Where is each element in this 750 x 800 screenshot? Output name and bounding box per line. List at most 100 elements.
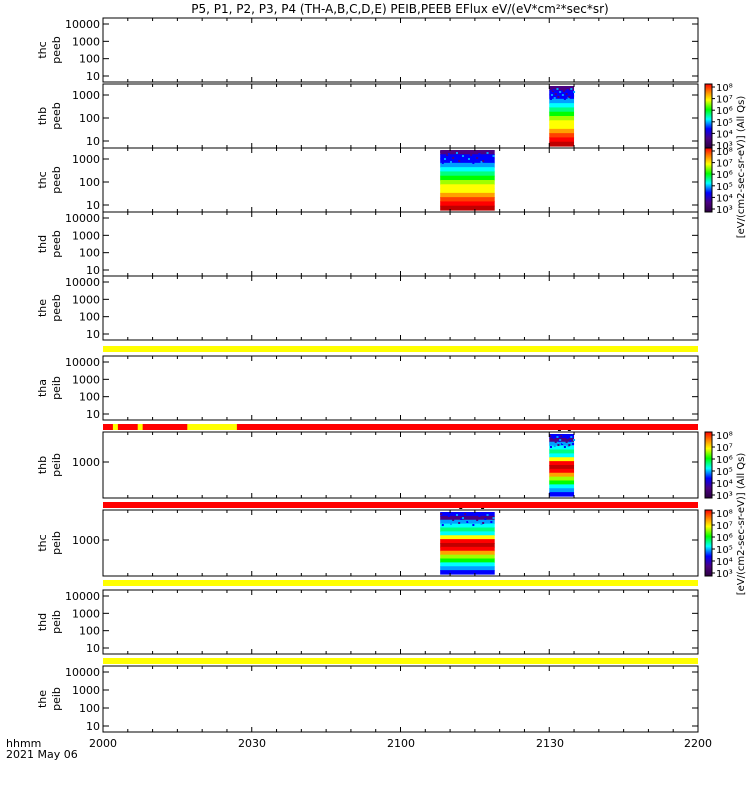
spectrogram-speckle (443, 520, 446, 522)
y-tick-label: 10 (86, 720, 100, 733)
spectrogram-speckle (565, 441, 568, 443)
colorbar-tick-label: 10⁸ (716, 509, 733, 520)
spectrogram-speckle (449, 523, 452, 525)
spectrogram-cell (440, 150, 495, 155)
spectrogram-panel: 10 100 1000 thb peeb (36, 83, 699, 149)
spectrogram-speckle (556, 88, 559, 90)
spectrogram-cell (440, 539, 495, 544)
spectrogram-speckle (490, 521, 493, 523)
y-axis-label-probe: thb (36, 456, 49, 474)
spectrogram-cell (440, 175, 495, 181)
spectrogram-speckle (560, 87, 563, 89)
spectrogram-cell (549, 94, 575, 100)
colorbar-tick-label: 10³ (716, 569, 733, 580)
spectrogram-cell (440, 515, 495, 521)
y-tick-label: 100 (79, 112, 100, 125)
y-tick-label: 1000 (72, 153, 100, 166)
colorbar-tick-label: 10⁶ (716, 533, 733, 544)
spectrogram-panel: 10 100 1000 10000 thd peib (36, 589, 699, 655)
spectrogram-speckle (549, 87, 552, 89)
y-tick-label: 100 (79, 311, 100, 324)
spectrogram-speckle (560, 435, 563, 437)
colorbar-tick-label: 10⁵ (716, 182, 733, 193)
spectrogram-cell (440, 566, 495, 571)
spectrogram-speckle (563, 98, 566, 100)
spectrogram-speckle (460, 518, 463, 520)
y-tick-label: 10 (86, 70, 100, 83)
colorbar-tick-label: 10⁷ (716, 521, 733, 532)
spectrogram-cell (549, 488, 575, 493)
spectrogram-cell (440, 197, 495, 203)
y-axis-label-product: peeb (50, 102, 63, 130)
y-axis-label-product: peeb (50, 294, 63, 322)
colorbar-tick-label: 10⁵ (716, 545, 733, 556)
spectrogram-cell (549, 120, 575, 126)
spectrogram-speckle (460, 156, 463, 158)
colorbar-tick-label: 10³ (716, 141, 733, 152)
spectrogram-cell (549, 480, 575, 485)
status-bar (103, 424, 698, 430)
x-tick-label: 2030 (238, 737, 266, 750)
spectrogram-panel: 10 100 1000 10000 the peib (36, 665, 699, 733)
colorbar-tick-label: 10³ (716, 491, 733, 502)
y-tick-label: 10 (86, 199, 100, 212)
spectrogram-cell (549, 437, 575, 443)
colorbar-tick-label: 10⁴ (716, 557, 733, 568)
panel-frame (102, 665, 699, 733)
spectrogram-speckle (443, 158, 446, 160)
spectrogram-speckle (458, 522, 461, 524)
spectrogram-panel: 10 100 1000 10000 tha peib (36, 355, 699, 421)
spectrogram-panel: 10 100 1000 thc peeb (36, 147, 699, 213)
spectrogram-speckle (482, 522, 485, 524)
y-axis-label-probe: thc (36, 534, 49, 551)
panel-frame (102, 275, 699, 341)
y-tick-label: 100 (79, 53, 100, 66)
y-axis-label-product: peib (50, 687, 63, 711)
y-axis-label-probe: thd (36, 235, 49, 253)
colorbar-tick-label: 10⁴ (716, 129, 733, 140)
y-tick-label: 1000 (72, 293, 100, 306)
spectrogram-speckle (464, 151, 467, 153)
colorbar-tick-label: 10⁶ (716, 455, 733, 466)
colorbar-tick-label: 10⁷ (716, 159, 733, 170)
spectrogram-speckle (480, 523, 483, 525)
spectrogram-speckle (455, 514, 458, 516)
panel-frame (102, 83, 699, 149)
spectrogram-speckle (490, 159, 493, 161)
spectrogram-speckle (478, 515, 481, 517)
spectrogram-speckle (557, 96, 560, 98)
spectrogram-cell (549, 453, 575, 458)
y-axis-label-product: peib (50, 531, 63, 555)
status-bar-segment (137, 424, 143, 430)
y-axis-label-product: peib (50, 376, 63, 400)
spectrogram-speckle (568, 96, 571, 98)
spectrogram-speckle (552, 437, 555, 439)
spectrogram-speckle (566, 437, 569, 439)
spectrogram-speckle (461, 155, 464, 157)
spectrogram-speckle (550, 442, 553, 444)
spectrogram-speckle (562, 438, 565, 440)
spectrogram-speckle (569, 92, 572, 94)
spectrogram-speckle (550, 94, 553, 96)
spectrogram-cell (440, 527, 495, 532)
spectrogram-panel: 1000 thc peib (36, 506, 699, 577)
panel-frame (102, 211, 699, 277)
colorbar-gradient (704, 431, 713, 499)
status-bar (103, 502, 698, 508)
y-axis-label-probe: tha (36, 379, 49, 397)
spectrogram-speckle (440, 513, 443, 515)
status-bars-group (103, 346, 698, 664)
colorbar-tick-label: 10⁵ (716, 467, 733, 478)
spectrogram-speckle (573, 91, 576, 93)
status-bar-segment (187, 424, 237, 430)
status-bar (103, 580, 698, 586)
spectrogram-speckle (570, 88, 573, 90)
spectrogram-speckle (472, 524, 475, 526)
spectrogram-speckle (446, 154, 449, 156)
spectrogram-cell (549, 449, 575, 454)
spectrogram-cell (440, 550, 495, 556)
spectrogram-speckle (554, 93, 557, 95)
y-tick-label: 10000 (65, 590, 100, 603)
